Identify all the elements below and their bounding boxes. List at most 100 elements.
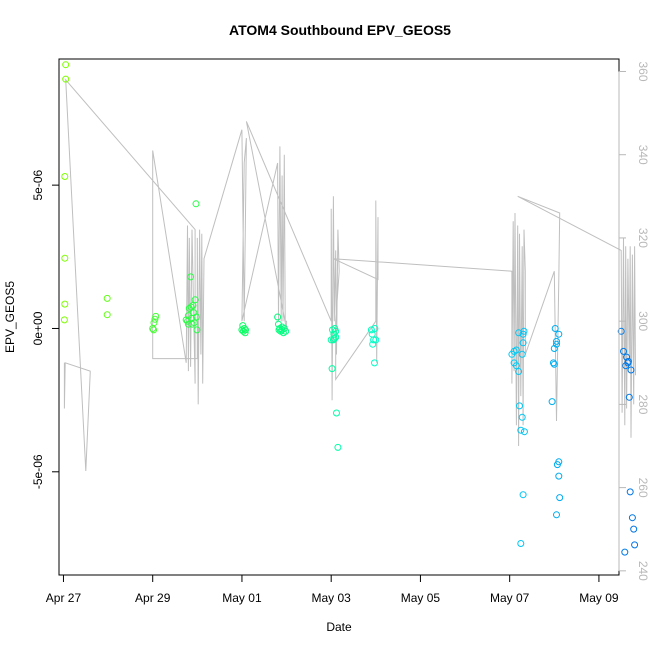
data-point xyxy=(274,313,282,321)
data-point xyxy=(555,472,563,480)
right-tick-label: 320 xyxy=(636,228,650,248)
data-point xyxy=(555,330,563,338)
data-point xyxy=(621,548,629,556)
data-point xyxy=(518,350,526,358)
y-axis: -5e-06 0e+00 5e-06 xyxy=(31,169,60,489)
data-point xyxy=(550,345,558,352)
data-point xyxy=(516,402,523,410)
x-axis-label: Date xyxy=(326,620,352,634)
right-tick-label: 300 xyxy=(636,311,650,331)
data-point xyxy=(553,337,560,345)
data-point xyxy=(518,413,526,421)
data-point xyxy=(631,541,639,549)
data-point xyxy=(549,359,557,367)
data-point xyxy=(328,365,336,373)
data-point xyxy=(553,511,560,519)
data-point xyxy=(241,329,249,337)
data-point xyxy=(517,426,525,434)
data-point xyxy=(192,200,200,208)
data-point xyxy=(515,368,523,375)
x-tick-label: Apr 27 xyxy=(46,591,82,605)
data-point xyxy=(371,325,379,332)
data-point xyxy=(192,313,200,321)
y-tick-label: 5e-06 xyxy=(31,169,45,200)
data-point xyxy=(150,326,158,334)
data-point xyxy=(512,346,520,354)
data-point xyxy=(630,525,638,533)
data-point xyxy=(187,303,195,311)
right-tick-label: 280 xyxy=(636,394,650,414)
track-line xyxy=(63,78,636,472)
data-point xyxy=(61,300,69,308)
data-point xyxy=(184,320,192,328)
data-point xyxy=(330,330,338,338)
data-point xyxy=(193,326,201,334)
right-tick-label: 360 xyxy=(636,61,650,81)
chart-title: ATOM4 Southbound EPV_GEOS5 xyxy=(229,22,451,38)
data-point xyxy=(152,312,160,320)
data-point xyxy=(275,326,283,334)
data-point xyxy=(617,327,625,335)
data-point xyxy=(62,61,70,69)
right-tick-label: 240 xyxy=(636,561,650,581)
data-point xyxy=(151,315,159,323)
data-point xyxy=(551,325,559,332)
data-point xyxy=(103,294,111,302)
data-point xyxy=(520,428,528,436)
y-axis-right: 240 260 280 300 320 340 360 xyxy=(618,61,650,581)
data-point xyxy=(624,357,632,365)
data-point xyxy=(367,326,375,334)
data-point xyxy=(61,173,69,180)
data-point xyxy=(370,336,378,344)
data-point xyxy=(520,327,528,335)
y-axis-label: EPV_GEOS5 xyxy=(3,281,17,353)
x-tick-label: May 07 xyxy=(490,591,530,605)
data-point xyxy=(61,254,69,262)
data-point xyxy=(242,326,249,334)
data-point xyxy=(330,335,338,342)
data-point xyxy=(329,326,336,334)
data-point xyxy=(512,362,520,370)
x-tick-label: May 05 xyxy=(401,591,441,605)
data-point xyxy=(150,319,158,327)
x-axis: Apr 27 Apr 29 May 01 May 03 May 05 May 07 May … xyxy=(46,574,619,605)
data-point xyxy=(519,339,527,347)
data-point xyxy=(556,494,564,502)
x-tick-label: Apr 29 xyxy=(135,591,171,605)
data-point xyxy=(278,326,286,334)
y-tick-label: -5e-06 xyxy=(31,454,45,489)
data-point xyxy=(369,340,377,348)
data-point xyxy=(628,514,636,522)
right-tick-label: 340 xyxy=(636,145,650,165)
data-point xyxy=(620,347,627,355)
data-point xyxy=(334,443,342,451)
data-point xyxy=(553,340,560,348)
data-point xyxy=(626,488,634,496)
data-point xyxy=(60,316,68,324)
data-point xyxy=(550,360,558,368)
data-point xyxy=(333,409,340,417)
data-point xyxy=(368,330,376,338)
track-layer xyxy=(63,78,636,472)
data-point xyxy=(627,366,635,374)
data-point xyxy=(519,330,527,338)
data-point xyxy=(371,359,378,367)
x-tick-label: May 09 xyxy=(579,591,619,605)
data-point xyxy=(282,327,290,335)
x-tick-label: May 01 xyxy=(222,591,262,605)
data-point xyxy=(517,540,525,547)
data-point xyxy=(191,296,199,304)
data-point xyxy=(548,398,556,406)
plot-frame xyxy=(58,58,620,576)
data-point xyxy=(62,75,70,83)
data-point xyxy=(555,458,563,466)
data-point xyxy=(187,273,195,281)
x-tick-label: May 03 xyxy=(312,591,352,605)
data-point xyxy=(103,311,111,319)
points-layer xyxy=(60,61,639,556)
data-point xyxy=(519,491,527,499)
y-tick-label: 0e+00 xyxy=(31,311,45,345)
data-point xyxy=(625,393,633,401)
right-tick-label: 260 xyxy=(636,478,650,498)
